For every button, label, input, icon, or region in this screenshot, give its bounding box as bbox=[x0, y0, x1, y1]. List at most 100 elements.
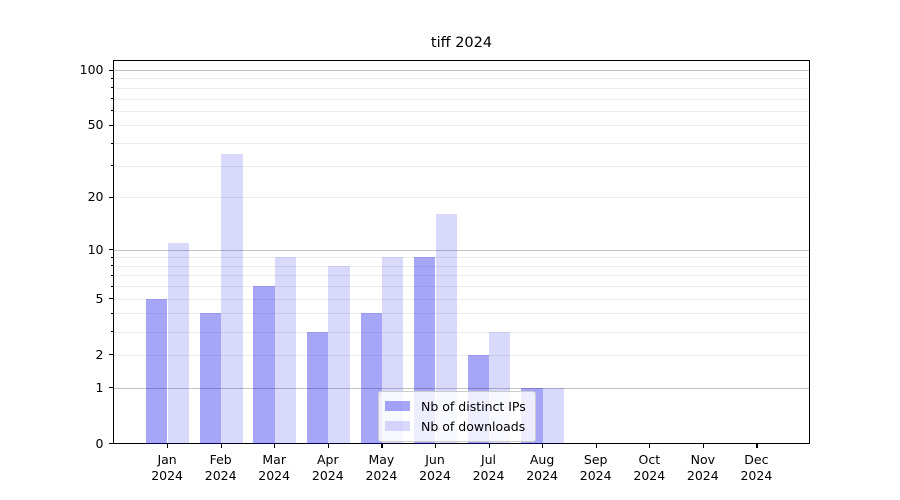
gridline-minor bbox=[114, 257, 809, 259]
gridline-minor bbox=[114, 331, 809, 333]
bar-downloads-apr bbox=[328, 265, 350, 444]
gridline-minor bbox=[114, 110, 809, 112]
gridline-minor bbox=[114, 87, 809, 89]
x-tick-mark bbox=[595, 444, 597, 448]
gridline-minor bbox=[114, 98, 809, 100]
x-tick-label: Feb 2024 bbox=[189, 452, 253, 483]
x-tick-label-year: 2024 bbox=[526, 467, 558, 483]
y-tick-label: 20 bbox=[87, 189, 104, 205]
legend-label-distinct-ips: Nb of distinct IPs bbox=[421, 398, 526, 414]
gridline-minor bbox=[114, 354, 809, 356]
x-tick-label-year: 2024 bbox=[633, 467, 666, 483]
gridline-minor bbox=[114, 286, 809, 288]
x-tick-mark bbox=[327, 444, 329, 448]
x-tick-label-year: 2024 bbox=[365, 467, 398, 483]
x-tick-label: May 2024 bbox=[349, 452, 413, 483]
bar-downloads-aug bbox=[542, 387, 564, 444]
y-minor-tick-mark bbox=[111, 256, 114, 258]
x-tick-mark bbox=[435, 444, 437, 448]
x-tick-label: Jul 2024 bbox=[457, 452, 521, 483]
bar-distinct-ips-apr bbox=[306, 331, 329, 444]
gridline-minor bbox=[114, 143, 809, 144]
x-tick-mark bbox=[756, 444, 758, 448]
plot-area bbox=[113, 60, 810, 444]
x-tick-label-year: 2024 bbox=[151, 467, 183, 483]
gridline-major bbox=[114, 70, 809, 71]
x-tick-mark bbox=[381, 444, 383, 448]
gridline-major bbox=[114, 387, 809, 389]
bar-distinct-ips-feb bbox=[199, 313, 222, 444]
x-tick-label: Jun 2024 bbox=[403, 452, 467, 483]
y-tick-label: 0 bbox=[95, 435, 104, 451]
gridline-minor bbox=[114, 265, 809, 267]
x-tick-label-year: 2024 bbox=[472, 467, 505, 483]
legend-label-downloads: Nb of downloads bbox=[421, 418, 526, 434]
bar-downloads-jun bbox=[435, 214, 457, 444]
y-minor-tick-mark bbox=[111, 77, 114, 80]
gridline-major bbox=[114, 249, 809, 251]
gridline-minor bbox=[114, 78, 809, 80]
y-minor-tick-mark bbox=[111, 98, 114, 100]
y-minor-tick-mark bbox=[111, 110, 114, 112]
x-tick-mark bbox=[220, 444, 222, 448]
bar-distinct-ips-may bbox=[360, 313, 382, 444]
bar-downloads-mar bbox=[274, 257, 297, 444]
x-tick-label-year: 2024 bbox=[740, 467, 773, 483]
x-tick-label-year: 2024 bbox=[204, 467, 237, 483]
y-minor-tick-mark bbox=[111, 285, 114, 287]
gridline-minor bbox=[114, 298, 809, 300]
x-tick-mark bbox=[542, 444, 544, 448]
x-tick-label: Jan 2024 bbox=[135, 452, 199, 483]
y-minor-tick-mark bbox=[111, 298, 114, 300]
grid-layer bbox=[114, 61, 809, 443]
x-tick-mark bbox=[274, 444, 276, 448]
y-tick-mark bbox=[109, 69, 114, 71]
legend-swatch-distinct-ips bbox=[385, 401, 410, 411]
gridline-minor bbox=[114, 125, 809, 127]
y-minor-tick-mark bbox=[111, 87, 114, 89]
x-tick-label-year: 2024 bbox=[258, 467, 291, 483]
y-minor-tick-mark bbox=[111, 354, 114, 356]
y-minor-tick-mark bbox=[111, 274, 114, 277]
x-tick-mark bbox=[649, 444, 651, 448]
x-tick-label-year: 2024 bbox=[419, 467, 451, 483]
y-tick-mark bbox=[109, 249, 114, 251]
y-minor-tick-mark bbox=[111, 165, 114, 167]
y-tick-label: 10 bbox=[87, 241, 104, 257]
x-tick-mark bbox=[167, 444, 169, 448]
gridline-minor bbox=[114, 275, 809, 277]
x-tick-label: Sep 2024 bbox=[564, 452, 628, 483]
legend-item-downloads: Nb of downloads bbox=[385, 416, 526, 436]
x-tick-label: Apr 2024 bbox=[296, 452, 360, 483]
y-tick-label: 100 bbox=[79, 62, 104, 77]
bar-distinct-ips-mar bbox=[253, 286, 275, 444]
chart-title: tiff 2024 bbox=[430, 35, 493, 51]
y-minor-tick-mark bbox=[111, 312, 114, 315]
legend-item-distinct-ips: Nb of distinct IPs bbox=[385, 396, 526, 416]
y-tick-mark bbox=[109, 387, 114, 389]
legend-swatch-downloads bbox=[385, 421, 410, 431]
x-tick-label-year: 2024 bbox=[686, 467, 719, 483]
y-tick-label: 50 bbox=[87, 117, 104, 133]
y-tick-label: 5 bbox=[95, 290, 104, 306]
bar-downloads-jan bbox=[167, 242, 189, 444]
y-minor-tick-mark bbox=[111, 124, 114, 126]
x-tick-label: Mar 2024 bbox=[242, 452, 306, 483]
y-tick-label: 2 bbox=[95, 346, 104, 362]
gridline-minor bbox=[114, 165, 809, 167]
y-minor-tick-mark bbox=[111, 265, 114, 267]
y-minor-tick-mark bbox=[111, 196, 114, 198]
gridline-minor bbox=[114, 197, 809, 199]
x-tick-label: Aug 2024 bbox=[510, 452, 574, 483]
y-minor-tick-mark bbox=[111, 142, 114, 144]
y-minor-tick-mark bbox=[111, 331, 114, 333]
gridline-minor bbox=[114, 313, 809, 315]
x-tick-mark bbox=[488, 444, 490, 448]
y-tick-mark bbox=[109, 443, 114, 445]
bar-downloads-feb bbox=[221, 153, 243, 444]
x-tick-mark bbox=[702, 444, 704, 448]
x-tick-label-year: 2024 bbox=[579, 467, 612, 483]
x-tick-label: Dec 2024 bbox=[724, 452, 788, 483]
